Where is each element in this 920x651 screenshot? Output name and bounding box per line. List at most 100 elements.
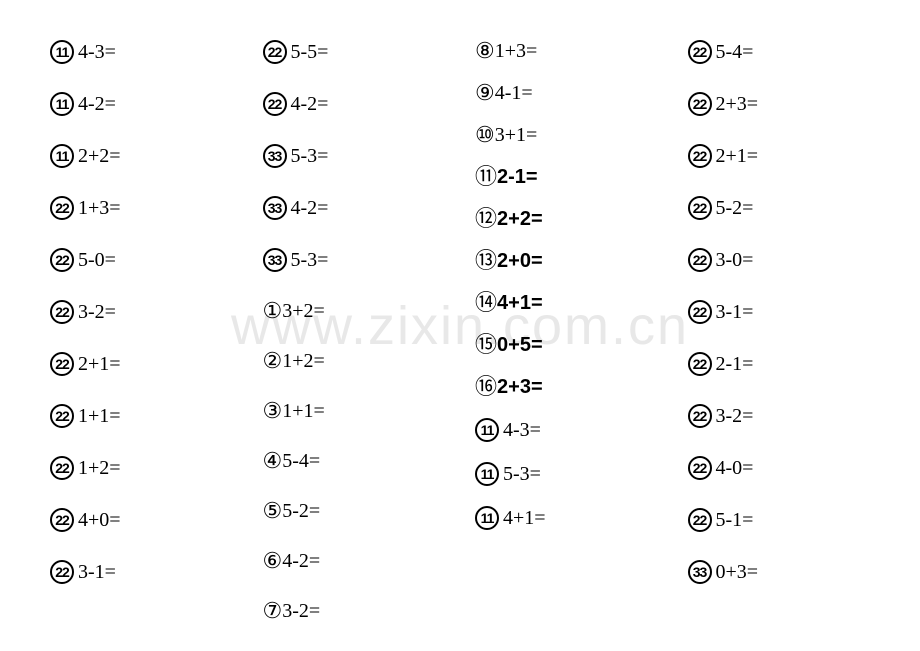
item-expression: 5-5= [291,42,329,62]
math-item: ⑩3+1= [475,124,688,146]
item-expression: 5-4= [282,451,320,471]
item-number-circled: ⑨ [475,82,495,104]
item-number-badge: 22 [50,560,74,584]
item-number-badge: 22 [50,196,74,220]
math-item: ⑨4-1= [475,82,688,104]
math-item: ⑫2+2= [475,208,688,230]
math-item: 114-3= [50,40,263,64]
item-expression: 1+2= [78,458,121,478]
item-number-badge: 22 [688,144,712,168]
item-expression: 5-3= [291,250,329,270]
item-expression: 5-0= [78,250,116,270]
math-item: 224-2= [263,92,476,116]
math-item: 223-2= [688,404,901,428]
item-expression: 3-1= [78,562,116,582]
math-item: ⑦3-2= [263,600,476,622]
column-2: 225-5=224-2=335-3=334-2=335-3=①3+2=②1+2=… [263,40,476,631]
math-item: 225-0= [50,248,263,272]
column-4: 225-4=222+3=222+1=225-2=223-0=223-1=222-… [688,40,901,631]
item-number-circled: ① [263,300,283,322]
item-expression: 4-2= [78,94,116,114]
item-number-badge: 22 [688,248,712,272]
item-expression: 0+3= [716,562,759,582]
item-expression: 3-2= [716,406,754,426]
item-number-badge: 22 [50,300,74,324]
item-expression: 3-2= [78,302,116,322]
item-number-circled: ⑯ [475,376,497,398]
math-item: 114+1= [475,506,688,530]
item-number-badge: 22 [688,92,712,116]
item-expression: 2+2= [497,209,543,229]
math-item: ②1+2= [263,350,476,372]
math-item: ⑮0+5= [475,334,688,356]
item-number-badge: 22 [50,248,74,272]
item-expression: 2+3= [497,377,543,397]
math-item: 223-2= [50,300,263,324]
math-item: ⑬2+0= [475,250,688,272]
math-item: 221+3= [50,196,263,220]
item-expression: 4+0= [78,510,121,530]
item-expression: 4-3= [503,420,541,440]
item-expression: 2+1= [78,354,121,374]
item-expression: 3-0= [716,250,754,270]
item-number-badge: 22 [263,40,287,64]
item-number-circled: ⑥ [263,550,283,572]
math-item: ⑭4+1= [475,292,688,314]
item-expression: 2+0= [497,251,543,271]
math-item: 222-1= [688,352,901,376]
math-item: 112+2= [50,144,263,168]
page-container: 114-3=114-2=112+2=221+3=225-0=223-2=222+… [0,0,920,651]
math-item: 114-3= [475,418,688,442]
item-number-badge: 33 [263,196,287,220]
item-number-badge: 22 [688,352,712,376]
item-expression: 5-3= [503,464,541,484]
item-expression: 3-2= [282,601,320,621]
item-number-badge: 22 [50,456,74,480]
item-number-badge: 22 [50,404,74,428]
item-number-circled: ② [263,350,283,372]
math-item: 221+2= [50,456,263,480]
math-item: 225-2= [688,196,901,220]
item-expression: 4-2= [291,198,329,218]
item-expression: 1+1= [78,406,121,426]
item-expression: 4+1= [497,293,543,313]
item-expression: 2-1= [497,167,538,187]
math-item: ⑧1+3= [475,40,688,62]
item-number-badge: 22 [688,196,712,220]
item-expression: 4-3= [78,42,116,62]
item-expression: 5-3= [291,146,329,166]
item-number-badge: 22 [688,456,712,480]
item-number-badge: 22 [688,508,712,532]
item-expression: 1+3= [495,41,538,61]
math-item: 225-5= [263,40,476,64]
item-number-circled: ⑦ [263,600,283,622]
item-number-circled: ⑤ [263,500,283,522]
item-expression: 4-0= [716,458,754,478]
math-item: ⑪2-1= [475,166,688,188]
item-expression: 4+1= [503,508,546,528]
math-item: 114-2= [50,92,263,116]
item-expression: 4-1= [495,83,533,103]
item-number-badge: 22 [688,40,712,64]
item-expression: 5-4= [716,42,754,62]
math-item: 335-3= [263,248,476,272]
math-item: 223-0= [688,248,901,272]
math-item: 224-0= [688,456,901,480]
math-item: 222+3= [688,92,901,116]
item-expression: 1+1= [282,401,325,421]
math-item: 223-1= [50,560,263,584]
column-3: ⑧1+3= ⑨4-1= ⑩3+1= ⑪2-1= ⑫2+2= ⑬2+0= ⑭4+1= ⑮0+5=… [475,40,688,631]
math-item: 225-4= [688,40,901,64]
item-number-badge: 11 [50,40,74,64]
math-item: ④5-4= [263,450,476,472]
math-item: ⑯2+3= [475,376,688,398]
item-expression: 3-1= [716,302,754,322]
math-item: 224+0= [50,508,263,532]
item-expression: 0+5= [497,335,543,355]
item-number-circled: ③ [263,400,283,422]
item-number-badge: 22 [50,508,74,532]
item-expression: 5-1= [716,510,754,530]
item-number-badge: 11 [50,144,74,168]
item-expression: 1+3= [78,198,121,218]
item-number-circled: ⑩ [475,124,495,146]
